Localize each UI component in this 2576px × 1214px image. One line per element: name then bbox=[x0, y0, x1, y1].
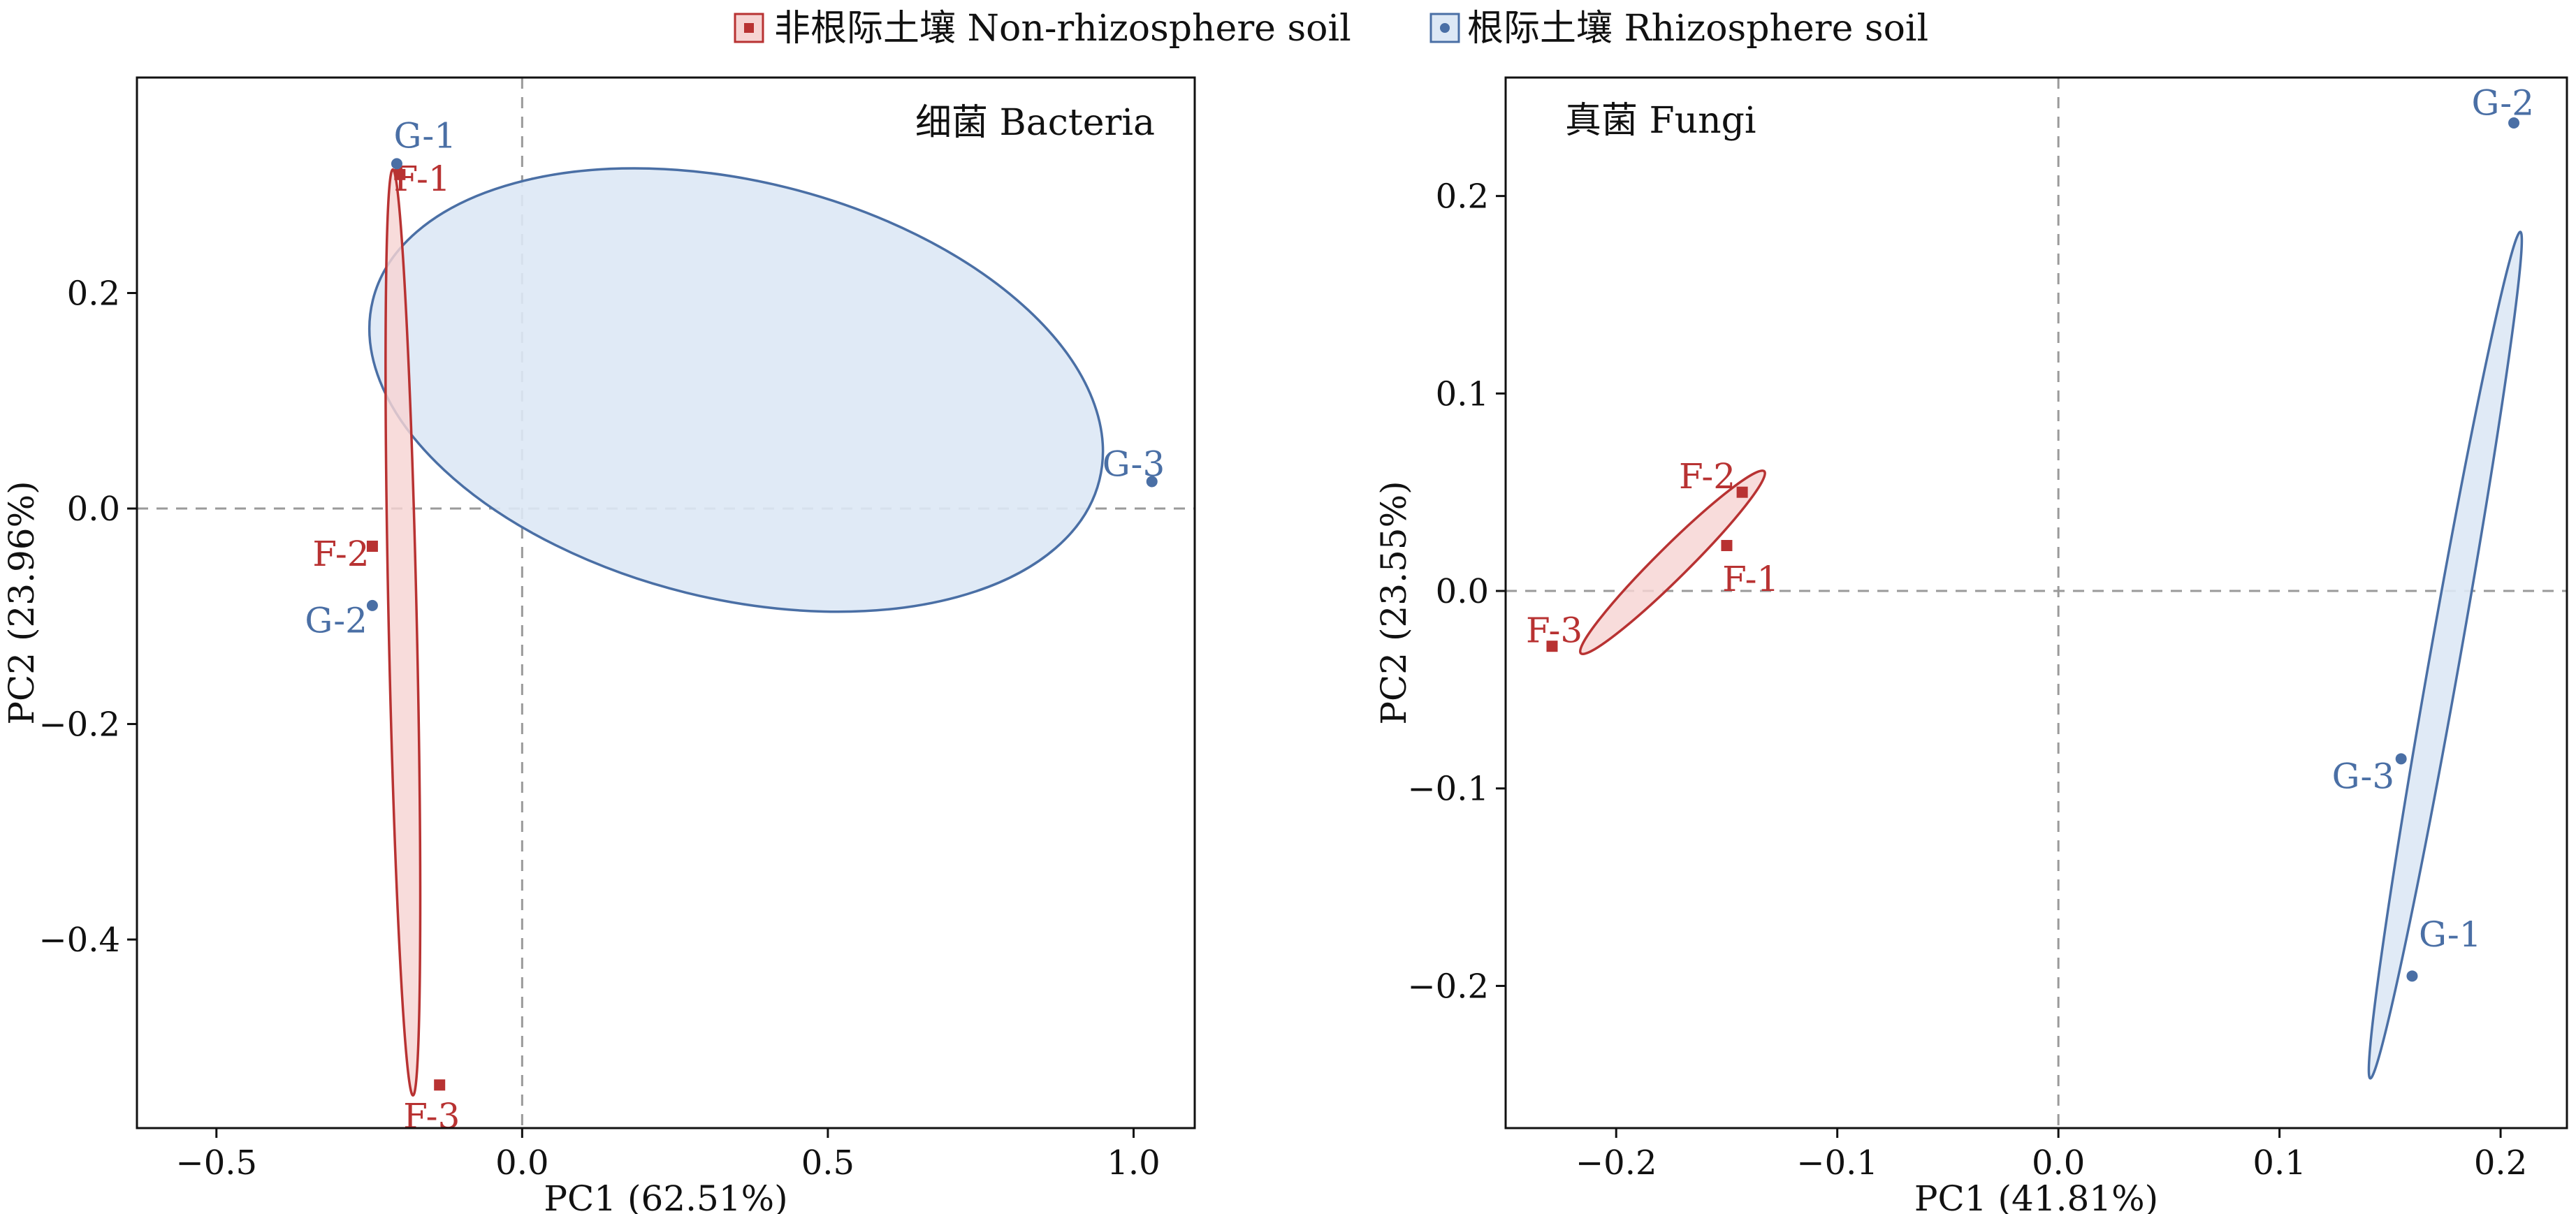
point-label-g-3: G-3 bbox=[1103, 444, 1165, 485]
plot-frame bbox=[1504, 76, 2568, 1129]
x-tick-label: 0.0 bbox=[495, 1143, 548, 1183]
ellipse-rhizosphere-soil bbox=[368, 167, 1105, 613]
legend-swatch-0 bbox=[734, 13, 764, 43]
point-label-f-1: F-1 bbox=[1722, 559, 1779, 599]
y-axis-title: PC2 (23.55%) bbox=[1374, 481, 1414, 724]
point-label-f-3: F-3 bbox=[403, 1096, 460, 1136]
panel-label: 真菌 Fungi bbox=[1565, 100, 1756, 142]
point-label-g-1: G-1 bbox=[2419, 914, 2482, 955]
point-f-3 bbox=[1546, 641, 1558, 652]
x-tick-label: −0.1 bbox=[1796, 1143, 1878, 1183]
y-tick-label: −0.2 bbox=[38, 705, 120, 745]
point-g-2 bbox=[2508, 117, 2520, 129]
point-label-f-3: F-3 bbox=[1526, 610, 1582, 651]
x-axis-title: PC1 (41.81%) bbox=[1914, 1178, 2158, 1214]
point-g-1 bbox=[2406, 970, 2418, 982]
y-tick-label: −0.1 bbox=[1407, 770, 1489, 809]
panel-label: 细菌 Bacteria bbox=[915, 102, 1155, 144]
y-tick-label: 0.0 bbox=[1436, 572, 1489, 611]
point-f-2 bbox=[1736, 486, 1748, 498]
x-tick-label: −0.2 bbox=[1576, 1143, 1657, 1183]
y-tick-label: 0.1 bbox=[1436, 374, 1489, 414]
plot-area bbox=[1506, 78, 2567, 1128]
y-tick-label: 0.2 bbox=[67, 275, 120, 314]
x-tick-label: 0.5 bbox=[801, 1143, 854, 1183]
point-g-2 bbox=[366, 599, 378, 611]
x-tick-label: −0.5 bbox=[175, 1143, 257, 1183]
y-tick-label: −0.4 bbox=[38, 921, 120, 960]
y-tick-label: −0.2 bbox=[1407, 967, 1489, 1006]
point-label-g-3: G-3 bbox=[2332, 756, 2395, 797]
plot-frame bbox=[136, 76, 1196, 1129]
point-label-g-2: G-2 bbox=[305, 600, 368, 641]
fungi-panel: F-1 F-2 F-3 G-1 G-2 G-3 −0.2 −0.1 0.0 0.1 0.2 −0.2 −… bbox=[1374, 76, 2568, 1214]
point-f-1 bbox=[394, 168, 406, 180]
point-f-2 bbox=[366, 541, 378, 553]
point-g-3 bbox=[2395, 753, 2407, 765]
point-label-f-2: F-2 bbox=[312, 534, 369, 574]
point-label-f-1: F-1 bbox=[394, 159, 451, 199]
legend-label-1: 根际土壤 Rhizosphere soil bbox=[1467, 8, 1928, 50]
y-axis-title: PC2 (23.96%) bbox=[1, 481, 42, 724]
y-tick-label: 0.2 bbox=[1436, 177, 1489, 217]
legend: 非根际土壤 Non-rhizosphere soil 根际土壤 Rhizosphe… bbox=[734, 8, 1928, 50]
point-f-3 bbox=[434, 1079, 446, 1091]
x-tick-label: 0.0 bbox=[2032, 1143, 2085, 1183]
point-label-f-2: F-2 bbox=[1679, 456, 1735, 497]
legend-label-0: 非根际土壤 Non-rhizosphere soil bbox=[774, 8, 1351, 50]
ellipse-non-rhizosphere-soil bbox=[384, 168, 422, 1097]
x-tick-label: 0.1 bbox=[2253, 1143, 2306, 1183]
legend-marker-square bbox=[744, 23, 754, 33]
ellipse-rhizosphere-soil bbox=[2367, 231, 2524, 1080]
ellipse-non-rhizosphere-soil bbox=[1578, 469, 1766, 656]
point-label-g-2: G-2 bbox=[2471, 83, 2534, 124]
x-tick-label: 1.0 bbox=[1107, 1143, 1160, 1183]
point-label-g-1: G-1 bbox=[394, 115, 457, 156]
x-axis-title: PC1 (62.51%) bbox=[544, 1178, 787, 1214]
point-g-1 bbox=[391, 158, 402, 170]
y-tick-label: 0.0 bbox=[67, 490, 120, 529]
point-g-3 bbox=[1146, 476, 1158, 488]
bacteria-panel: F-1 F-2 F-3 G-1 G-2 G-3 −0.5 0.0 0.5 1.0 −0.4 −0.2 0… bbox=[1, 76, 1196, 1214]
legend-marker-circle bbox=[1440, 23, 1450, 33]
point-f-1 bbox=[1721, 540, 1733, 552]
x-tick-label: 0.2 bbox=[2474, 1143, 2527, 1183]
